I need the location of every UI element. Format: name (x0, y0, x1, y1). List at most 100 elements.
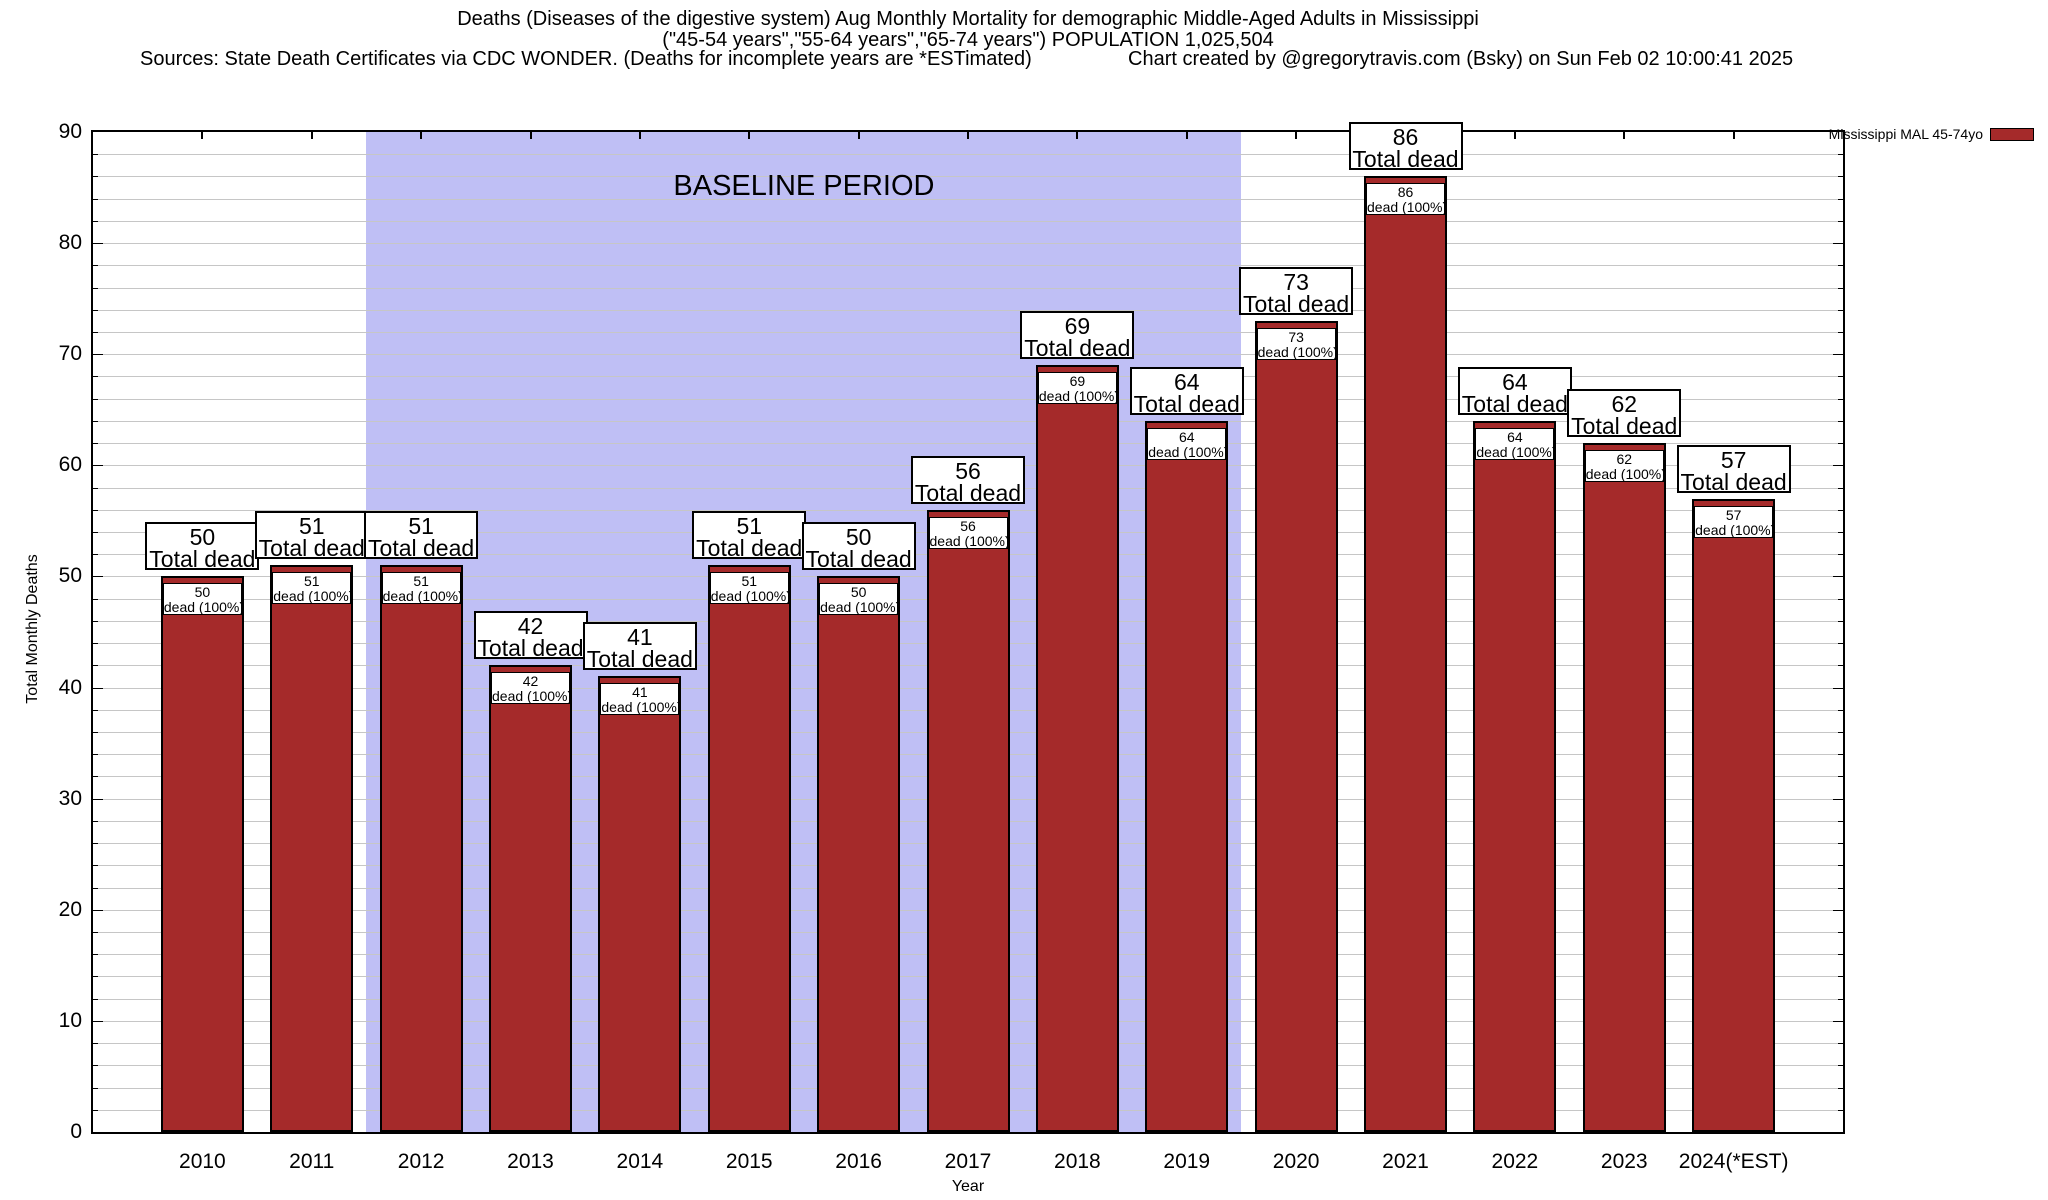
x-tick-label: 2010 (179, 1150, 226, 1173)
y-axis-tick (93, 265, 98, 267)
bar-total-label: 57 Total dead (1676, 444, 1791, 493)
bar-2022 (1473, 420, 1557, 1132)
chart-title: Deaths (Diseases of the digestive system… (457, 8, 1479, 30)
y-axis-tick (93, 620, 98, 622)
y-axis-tick (93, 598, 98, 600)
sources-note: Sources: State Death Certificates via CD… (140, 48, 1032, 70)
y-axis-tick (1838, 843, 1843, 845)
bar-total-label: 41 Total dead (582, 622, 697, 671)
y-axis-tick (1838, 532, 1843, 533)
y-axis-tick (93, 576, 103, 578)
y-axis-tick (1838, 420, 1843, 422)
y-axis-tick (93, 198, 98, 200)
plot-area: BASELINE PERIOD 50 dead (100%) 50 Total dead… (91, 122, 1845, 1134)
gridline (93, 220, 1843, 222)
x-axis-top-tick (638, 132, 641, 139)
bar-total-label: 86 Total dead (1348, 122, 1463, 171)
x-tick-label: 2021 (1382, 1150, 1429, 1173)
bar-inner-label: 73 dead (100%) (1256, 327, 1338, 360)
y-axis-tick (1833, 576, 1843, 578)
bar-total-label: 42 Total dead (473, 611, 588, 660)
y-tick-label: 40 (58, 675, 82, 699)
x-tick-label: 2016 (835, 1150, 882, 1173)
x-axis-top-tick (857, 132, 860, 139)
x-axis-top-tick (748, 132, 751, 139)
y-axis-tick (1838, 887, 1843, 889)
y-axis-tick (93, 865, 98, 867)
y-tick-label: 20 (58, 897, 82, 921)
x-axis-top-tick (1732, 132, 1735, 139)
y-tick-label: 10 (58, 1008, 82, 1032)
y-axis-tick (93, 909, 103, 911)
x-axis-top-tick (529, 132, 532, 139)
y-axis-tick (1838, 309, 1843, 311)
bar-inner-label: 50 dead (100%) (162, 583, 245, 616)
y-axis-tick (1838, 198, 1843, 200)
y-axis-tick (93, 1087, 98, 1089)
y-axis-tick (1833, 1020, 1843, 1022)
y-axis-tick (93, 820, 98, 822)
gridline (93, 198, 1843, 200)
bar-total-label: 56 Total dead (911, 455, 1025, 504)
bar-total-label: 73 Total dead (1239, 266, 1354, 315)
y-axis-tick (93, 287, 98, 289)
legend-swatch (1990, 127, 2034, 141)
bar-2018 (1035, 365, 1119, 1132)
bar-total-label: 51 Total dead (254, 511, 369, 560)
y-axis-tick (93, 754, 98, 756)
bar-2024(*EST) (1692, 498, 1776, 1132)
y-axis-tick (93, 443, 98, 445)
bar-inner-label: 69 dead (100%) (1037, 372, 1120, 405)
y-axis-tick (93, 798, 103, 800)
y-axis-tick (93, 532, 98, 533)
y-axis-tick (1838, 954, 1843, 956)
y-axis-tick (93, 687, 103, 689)
y-tick-label: 60 (58, 453, 82, 477)
y-axis-tick (1833, 465, 1843, 467)
y-axis-tick (93, 1020, 103, 1022)
y-tick-label: 50 (58, 564, 82, 588)
gridline (93, 265, 1843, 267)
y-axis-tick (1838, 398, 1843, 400)
y-axis-tick (1833, 243, 1843, 245)
y-axis-tick (1838, 487, 1843, 489)
legend: Mississippi MAL 45-74yo (1829, 126, 2034, 142)
gridline (93, 243, 1843, 245)
y-axis-tick (1838, 776, 1843, 778)
bar-inner-label: 51 dead (100%) (381, 572, 463, 605)
gridline (93, 332, 1843, 333)
bar-2015 (707, 565, 791, 1132)
bar-total-label: 64 Total dead (1457, 366, 1572, 415)
y-axis-tick (93, 154, 98, 156)
y-axis-tick (93, 1109, 98, 1111)
y-axis-tick (1833, 354, 1843, 356)
bar-inner-label: 42 dead (100%) (491, 672, 573, 705)
y-axis-tick (1838, 1087, 1843, 1089)
y-axis-tick (1838, 998, 1843, 1000)
y-axis-tick (93, 643, 98, 645)
chart-subtitle: ("45-54 years","55-64 years","65-74 year… (662, 29, 1274, 51)
y-axis-tick (1838, 709, 1843, 711)
y-axis-tick (1838, 265, 1843, 267)
y-axis-tick (1838, 976, 1843, 978)
gridline (93, 354, 1843, 356)
y-axis-tick (1838, 1065, 1843, 1067)
bar-inner-label: 56 dead (100%) (928, 516, 1010, 549)
bar-inner-label: 50 dead (100%) (819, 583, 901, 616)
x-axis-tick-labels: 2010 2011 2012 2013 2014 2015 2016 2017 2018 2019… (93, 1150, 1843, 1178)
x-axis-top-tick (1295, 132, 1298, 139)
x-axis-top-tick (967, 132, 969, 139)
gridline (93, 376, 1843, 378)
y-axis-tick (1838, 643, 1843, 645)
y-axis-tick (93, 843, 98, 845)
x-axis-top-tick (1623, 132, 1626, 139)
bar-total-label: 64 Total dead (1129, 366, 1244, 415)
x-tick-label: 2019 (1163, 1150, 1211, 1173)
y-axis-tick (1838, 509, 1843, 511)
y-axis-tick (1833, 687, 1843, 689)
y-axis-tick (1833, 798, 1843, 800)
bar-2017 (926, 509, 1010, 1132)
x-tick-label: 2011 (289, 1150, 335, 1173)
y-axis-tick (93, 732, 98, 733)
